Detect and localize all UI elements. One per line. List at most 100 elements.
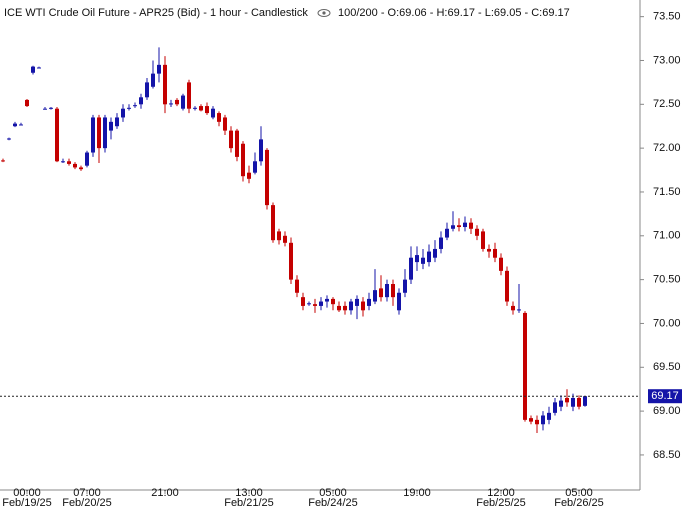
y-tick-label: 70.50 (653, 274, 681, 286)
candle-body (379, 288, 383, 298)
candle-body (451, 225, 455, 229)
candle-body (457, 225, 461, 228)
x-date-label: Feb/26/25 (554, 497, 604, 509)
candle-body (325, 298, 329, 302)
y-tick-label: 72.00 (653, 142, 681, 154)
candle-body (109, 121, 113, 131)
candle-body (547, 412, 551, 420)
candle-body (265, 149, 269, 206)
candle-body (367, 298, 371, 306)
candle-body (427, 251, 431, 263)
candle-body (373, 290, 377, 302)
x-tick-label: 13:00 (235, 487, 263, 499)
candle-body (421, 257, 425, 264)
candle-body (487, 248, 491, 252)
candle-body (349, 301, 353, 311)
candle-body (295, 279, 299, 293)
candle-body (247, 172, 251, 179)
candle-body (313, 304, 317, 306)
candle-body (61, 161, 65, 163)
eye-outline (317, 9, 331, 17)
candle-body (25, 99, 29, 107)
candle-body (361, 301, 365, 311)
candle-body (271, 205, 275, 241)
candle-body (289, 242, 293, 280)
candle-body (31, 66, 35, 73)
candle-body (139, 97, 143, 105)
chart-subtitle: 100/200 - O:69.06 - H:69.17 - L:69.05 - … (338, 7, 570, 19)
candle-body (73, 163, 77, 168)
candle-body (469, 222, 473, 229)
eye-icon[interactable] (317, 9, 331, 17)
candle-body (175, 99, 179, 105)
candle-body (337, 305, 341, 311)
x-date-label: Feb/19/25 (2, 497, 52, 509)
candle-body (157, 64, 161, 74)
candle-body (499, 257, 503, 271)
x-tick-label: 00:00 (13, 487, 41, 499)
candle-body (331, 298, 335, 305)
candle-body (121, 108, 125, 118)
candle-body (169, 103, 173, 105)
candle-body (511, 305, 515, 311)
candle-body (523, 312, 527, 420)
candle-body (571, 397, 575, 407)
candle-body (211, 108, 215, 118)
candle-body (343, 305, 347, 311)
candle-body (181, 95, 185, 109)
candle-body (541, 415, 545, 425)
candle-body (223, 117, 227, 131)
candle-body (7, 138, 11, 140)
eye-pupil (322, 11, 326, 15)
candle-body (553, 402, 557, 413)
candle-body (145, 82, 149, 98)
x-date-label: Feb/24/25 (308, 497, 358, 509)
candle-body (301, 297, 305, 306)
candle-body (565, 397, 569, 403)
candle-body (193, 107, 197, 109)
x-tick-label: 05:00 (319, 487, 347, 499)
x-date-label: Feb/25/25 (476, 497, 526, 509)
candle-body (163, 64, 167, 105)
candle-body (577, 397, 581, 407)
x-tick-label: 05:00 (565, 487, 593, 499)
candle-body (43, 108, 47, 110)
x-tick-label: 12:00 (487, 487, 515, 499)
y-tick-label: 72.50 (653, 98, 681, 110)
candle-body (85, 152, 89, 166)
candle-body (355, 298, 359, 306)
candle-body (79, 167, 83, 170)
candle-body (151, 73, 155, 87)
candle-body (199, 106, 203, 111)
candle-body (307, 303, 311, 305)
chart-title: ICE WTI Crude Oil Future - APR25 (Bid) -… (4, 7, 308, 19)
candle-body (493, 248, 497, 258)
candle-body (259, 139, 263, 162)
candle-body (505, 270, 509, 302)
x-date-label: Feb/21/25 (224, 497, 274, 509)
candle-body (37, 67, 41, 69)
y-tick-label: 73.00 (653, 54, 681, 66)
candle-body (49, 107, 53, 109)
candle-body (19, 124, 23, 126)
candle-body (133, 105, 137, 107)
candle-body (529, 418, 533, 422)
candle-body (13, 123, 17, 127)
candle-body (91, 117, 95, 153)
candle-body (187, 82, 191, 109)
candle-body (283, 235, 287, 243)
candle-body (481, 231, 485, 249)
y-tick-label: 73.50 (653, 11, 681, 23)
candle-body (217, 113, 221, 122)
candle-body (409, 257, 413, 280)
candle-body (319, 301, 323, 306)
candle-body (517, 309, 521, 311)
candle-body (559, 400, 563, 407)
candle-body (535, 419, 539, 425)
candle-body (205, 106, 209, 114)
y-tick-label: 69.00 (653, 405, 681, 417)
candle-body (229, 130, 233, 149)
y-tick-label: 71.50 (653, 186, 681, 198)
last-price-box (648, 389, 682, 404)
